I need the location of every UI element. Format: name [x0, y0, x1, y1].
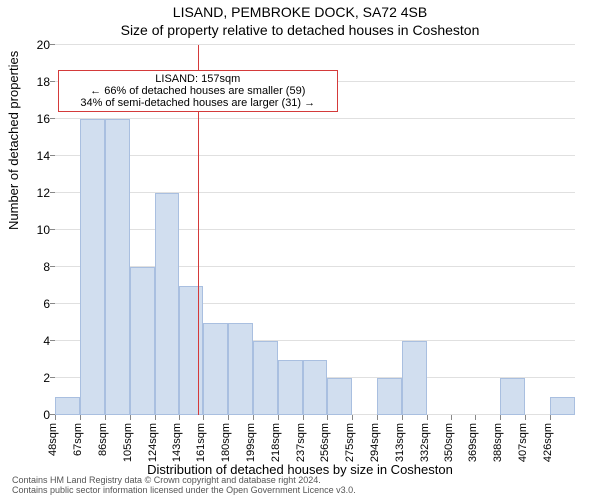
x-tick-mark — [525, 415, 526, 420]
histogram-bar — [179, 286, 203, 416]
histogram-bar — [278, 360, 303, 416]
x-tick-mark — [550, 415, 551, 420]
x-tick-label: 199sqm — [245, 423, 257, 462]
y-tick-label: 0 — [10, 408, 50, 422]
y-tick-label: 18 — [10, 75, 50, 89]
gridline — [55, 155, 575, 156]
x-tick-mark — [278, 415, 279, 420]
y-tick-label: 10 — [10, 223, 50, 237]
y-tick-label: 4 — [10, 334, 50, 348]
histogram-bar — [402, 341, 427, 415]
y-tick-label: 20 — [10, 38, 50, 52]
histogram-bar — [327, 378, 352, 415]
y-tick-mark — [50, 266, 55, 267]
histogram-bar — [80, 119, 105, 415]
y-tick-mark — [50, 340, 55, 341]
histogram-bar — [253, 341, 278, 415]
gridline — [55, 229, 575, 230]
histogram-bar — [550, 397, 575, 416]
histogram-bar — [500, 378, 525, 415]
x-tick-label: 350sqm — [443, 423, 455, 462]
x-tick-label: 256sqm — [319, 423, 331, 462]
x-tick-label: 388sqm — [492, 423, 504, 462]
y-tick-mark — [50, 118, 55, 119]
x-tick-mark — [500, 415, 501, 420]
x-tick-mark — [327, 415, 328, 420]
y-tick-mark — [50, 155, 55, 156]
histogram-bar — [203, 323, 228, 416]
x-tick-label: 407sqm — [517, 423, 529, 462]
x-tick-label: 294sqm — [369, 423, 381, 462]
x-tick-label: 86sqm — [97, 423, 109, 456]
y-tick-label: 14 — [10, 149, 50, 163]
x-tick-label: 313sqm — [394, 423, 406, 462]
x-tick-label: 105sqm — [122, 423, 134, 462]
footer-line2: Contains public sector information licen… — [12, 486, 356, 496]
x-tick-label: 161sqm — [195, 423, 207, 462]
x-tick-mark — [253, 415, 254, 420]
y-tick-mark — [50, 192, 55, 193]
x-tick-mark — [475, 415, 476, 420]
x-tick-label: 143sqm — [171, 423, 183, 462]
x-tick-label: 275sqm — [344, 423, 356, 462]
chart-title-main: LISAND, PEMBROKE DOCK, SA72 4SB — [0, 4, 600, 20]
histogram-bar — [303, 360, 328, 416]
x-tick-label: 237sqm — [295, 423, 307, 462]
x-tick-mark — [451, 415, 452, 420]
histogram-bar — [130, 267, 155, 415]
histogram-bar — [105, 119, 130, 415]
gridline — [55, 192, 575, 193]
gridline — [55, 44, 575, 45]
histogram-bar — [55, 397, 80, 416]
x-tick-label: 218sqm — [270, 423, 282, 462]
y-tick-label: 2 — [10, 371, 50, 385]
x-tick-label: 48sqm — [47, 423, 59, 456]
gridline — [55, 118, 575, 119]
y-tick-label: 8 — [10, 260, 50, 274]
x-tick-mark — [55, 415, 56, 420]
x-tick-mark — [228, 415, 229, 420]
histogram-bar — [155, 193, 180, 415]
y-tick-label: 16 — [10, 112, 50, 126]
x-tick-mark — [303, 415, 304, 420]
x-tick-label: 369sqm — [467, 423, 479, 462]
y-tick-label: 12 — [10, 186, 50, 200]
x-tick-label: 426sqm — [542, 423, 554, 462]
x-tick-label: 67sqm — [72, 423, 84, 456]
histogram-bar — [377, 378, 402, 415]
x-tick-label: 332sqm — [419, 423, 431, 462]
x-tick-mark — [377, 415, 378, 420]
x-tick-label: 124sqm — [147, 423, 159, 462]
x-tick-mark — [203, 415, 204, 420]
y-tick-label: 6 — [10, 297, 50, 311]
x-tick-mark — [80, 415, 81, 420]
x-tick-mark — [105, 415, 106, 420]
chart-container: LISAND, PEMBROKE DOCK, SA72 4SB Size of … — [0, 0, 600, 500]
x-tick-mark — [352, 415, 353, 420]
y-tick-mark — [50, 81, 55, 82]
x-tick-mark — [179, 415, 180, 420]
y-tick-mark — [50, 229, 55, 230]
histogram-bar — [228, 323, 253, 416]
y-tick-mark — [50, 303, 55, 304]
annotation-line3: 34% of semi-detached houses are larger (… — [65, 97, 331, 109]
annotation-line1: LISAND: 157sqm — [65, 73, 331, 85]
y-tick-mark — [50, 44, 55, 45]
x-tick-label: 180sqm — [220, 423, 232, 462]
annotation-line2: ← 66% of detached houses are smaller (59… — [65, 85, 331, 97]
footer-text: Contains HM Land Registry data © Crown c… — [12, 476, 356, 496]
y-tick-mark — [50, 377, 55, 378]
chart-title-sub: Size of property relative to detached ho… — [0, 22, 600, 38]
x-tick-mark — [130, 415, 131, 420]
x-tick-mark — [155, 415, 156, 420]
annotation-box: LISAND: 157sqm← 66% of detached houses a… — [58, 70, 338, 112]
x-tick-mark — [427, 415, 428, 420]
x-tick-mark — [402, 415, 403, 420]
